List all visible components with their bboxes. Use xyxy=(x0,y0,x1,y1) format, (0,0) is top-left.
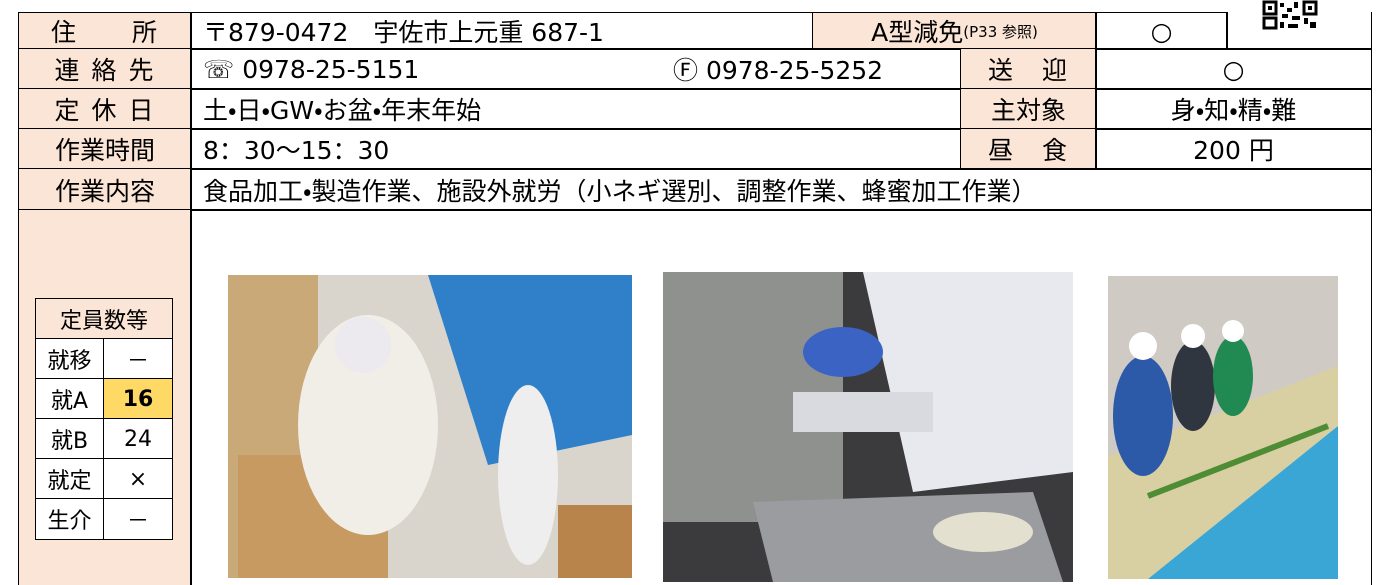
capacity-value: － xyxy=(103,338,173,380)
capacity-kind: 生介 xyxy=(35,498,104,540)
capacity-value: － xyxy=(103,498,173,540)
label: 作業内容 xyxy=(18,168,192,211)
tel: ☏ 0978-25-5151 xyxy=(203,54,420,84)
pickup-value: ○ xyxy=(1095,48,1372,90)
fax: Ⓕ 0978-25-5252 xyxy=(673,56,884,85)
reduction-label: A型減免 (P33 参照) xyxy=(812,12,1097,50)
label: 連 絡 先 xyxy=(18,48,192,90)
label: 主対象 xyxy=(960,88,1097,130)
photo xyxy=(663,272,1073,582)
work: 食品加工・製造作業、施設外就労（小ネギ選別、調整作業、蜂蜜加工作業） xyxy=(190,168,1372,211)
target-value: 身・知・精・難 xyxy=(1095,88,1372,130)
reduction-note: (P33 参照) xyxy=(963,22,1038,41)
qr-cell xyxy=(1226,12,1372,50)
capacity-kind: 就定 xyxy=(35,458,104,500)
reduction-value: ○ xyxy=(1095,12,1228,50)
photo xyxy=(228,275,632,578)
capacity-kind: 就B xyxy=(35,418,104,460)
label: 送 迎 xyxy=(960,48,1097,90)
qr-code xyxy=(1262,0,1318,30)
hours: 8：30～15：30 xyxy=(190,128,962,170)
capacity-kind: 就移 xyxy=(35,338,104,380)
holidays: 土・日・GW・お盆・年末年始 xyxy=(190,88,962,130)
reduction-label-text: A型減免 xyxy=(871,18,964,47)
photo xyxy=(1108,276,1338,579)
lunch-value: 200 円 xyxy=(1095,128,1372,170)
capacity-title: 定員数等 xyxy=(35,298,173,340)
label: 住 所 xyxy=(18,12,192,50)
address: 〒879-0472 宇佐市上元重 687-1 xyxy=(190,12,814,50)
contact: ☏ 0978-25-5151 Ⓕ 0978-25-5252 xyxy=(190,48,962,90)
photo-cell xyxy=(190,209,1372,585)
label: 定 休 日 xyxy=(18,88,192,130)
capacity-value: 16 xyxy=(103,378,173,420)
label: 昼 食 xyxy=(960,128,1097,170)
label: 作業時間 xyxy=(18,128,192,170)
capacity-value: 24 xyxy=(103,418,173,460)
capacity-kind: 就A xyxy=(35,378,104,420)
capacity-value: × xyxy=(103,458,173,500)
